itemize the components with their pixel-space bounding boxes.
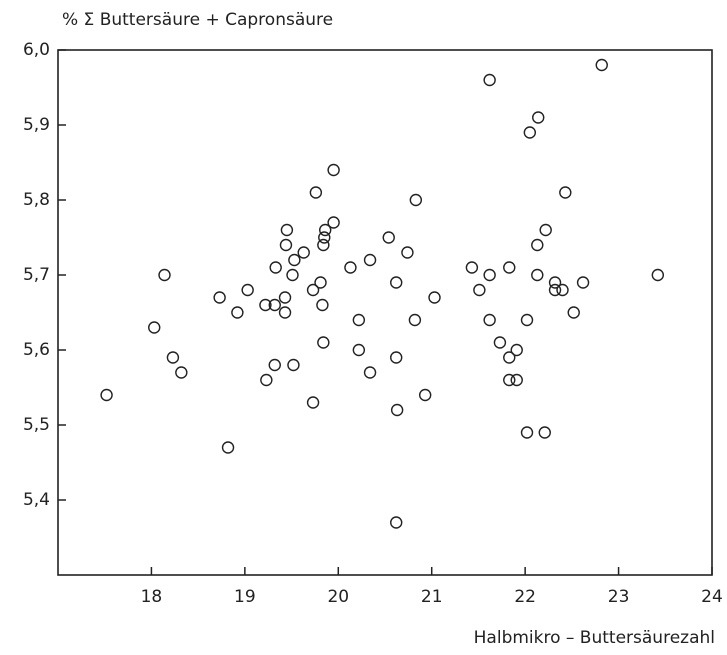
point xyxy=(297,246,310,259)
point xyxy=(390,516,403,529)
point xyxy=(531,268,544,282)
point xyxy=(306,396,320,409)
point xyxy=(221,441,235,454)
point xyxy=(548,276,562,289)
y-tick-label: 5,9 xyxy=(23,115,50,135)
x-tick-label: 21 xyxy=(421,587,443,607)
point xyxy=(548,283,562,297)
point xyxy=(268,358,281,372)
point xyxy=(231,306,244,319)
x-tick-label: 22 xyxy=(514,587,536,607)
point xyxy=(280,223,294,237)
point xyxy=(259,298,272,312)
point xyxy=(531,238,544,252)
y-tick-label: 5,7 xyxy=(23,265,50,285)
point xyxy=(344,261,357,274)
point xyxy=(269,261,282,274)
point xyxy=(595,58,608,72)
point xyxy=(318,231,331,244)
point xyxy=(352,313,366,327)
point xyxy=(306,283,320,297)
point xyxy=(287,358,300,372)
y-tick-label: 6,0 xyxy=(23,40,50,60)
point xyxy=(288,253,301,267)
y-tick-label: 5,8 xyxy=(23,190,50,210)
y-tick-label: 5,4 xyxy=(23,490,50,510)
point xyxy=(483,73,496,87)
point xyxy=(268,298,281,312)
point xyxy=(483,313,496,327)
point xyxy=(520,313,534,327)
point xyxy=(352,343,366,357)
x-axis-label: Halbmikro – Buttersäurezahl xyxy=(474,628,715,648)
point xyxy=(100,388,113,402)
point xyxy=(532,111,545,124)
point xyxy=(559,186,572,199)
y-tick-label: 5,6 xyxy=(23,340,50,360)
y-tick-label: 5,5 xyxy=(23,415,50,435)
point xyxy=(473,283,486,297)
point xyxy=(538,426,551,439)
point xyxy=(317,336,330,349)
point xyxy=(309,186,323,199)
point xyxy=(556,283,569,297)
point xyxy=(260,373,273,387)
point xyxy=(428,291,441,304)
point xyxy=(503,351,516,364)
point xyxy=(503,373,516,387)
chart-title: % Σ Buttersäure + Capronsäure xyxy=(62,10,333,30)
point xyxy=(317,238,330,252)
x-tick-label: 24 xyxy=(701,587,723,607)
point xyxy=(409,193,423,207)
point xyxy=(523,126,537,139)
point xyxy=(390,276,403,289)
point xyxy=(314,276,327,289)
point xyxy=(539,223,552,237)
point xyxy=(327,163,340,177)
point xyxy=(418,388,432,402)
point xyxy=(483,268,496,282)
point xyxy=(567,306,580,319)
point xyxy=(510,373,523,387)
point xyxy=(327,216,340,229)
x-tick-label: 19 xyxy=(234,587,256,607)
point xyxy=(166,351,180,364)
point xyxy=(651,268,665,282)
point xyxy=(576,276,590,289)
point xyxy=(465,261,479,274)
point xyxy=(520,426,534,439)
plot-frame xyxy=(57,49,713,576)
point xyxy=(158,268,171,282)
point xyxy=(510,343,523,357)
point xyxy=(148,321,161,334)
point xyxy=(278,291,292,304)
point xyxy=(278,306,292,319)
x-tick-label: 23 xyxy=(608,587,630,607)
point xyxy=(213,291,226,304)
point xyxy=(401,246,414,259)
point xyxy=(382,231,395,244)
point xyxy=(279,238,293,252)
point xyxy=(493,336,507,349)
point xyxy=(503,261,516,274)
point xyxy=(363,366,377,379)
x-tick-label: 20 xyxy=(327,587,349,607)
point xyxy=(390,351,403,364)
point xyxy=(316,298,329,312)
point xyxy=(286,268,299,282)
point xyxy=(408,313,422,327)
point xyxy=(319,223,332,237)
point xyxy=(390,403,404,417)
x-tick-label: 18 xyxy=(141,587,163,607)
point xyxy=(363,253,377,267)
point xyxy=(241,283,254,297)
point xyxy=(175,366,188,379)
